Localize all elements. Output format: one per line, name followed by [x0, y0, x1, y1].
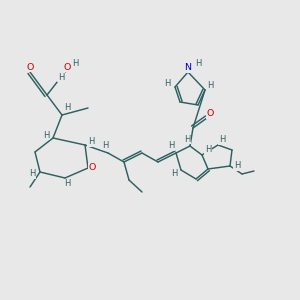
- Text: H: H: [219, 136, 225, 145]
- Text: H: H: [64, 103, 70, 112]
- Text: O: O: [88, 164, 96, 172]
- Text: H: H: [234, 161, 240, 170]
- Text: H: H: [64, 179, 70, 188]
- Text: H: H: [29, 169, 35, 178]
- Text: H: H: [58, 73, 64, 82]
- Text: H: H: [43, 130, 49, 140]
- Text: H: H: [164, 80, 170, 88]
- Text: H: H: [88, 137, 94, 146]
- Text: H: H: [168, 142, 174, 151]
- Text: O: O: [206, 110, 214, 118]
- Text: H: H: [171, 169, 177, 178]
- Text: H: H: [102, 140, 108, 149]
- Text: H: H: [207, 80, 213, 89]
- Text: H: H: [195, 58, 201, 68]
- Text: O: O: [26, 62, 34, 71]
- Text: H: H: [72, 59, 78, 68]
- Text: O: O: [63, 62, 71, 71]
- Text: H: H: [184, 134, 190, 143]
- Text: H: H: [205, 146, 211, 154]
- Text: N: N: [184, 64, 191, 73]
